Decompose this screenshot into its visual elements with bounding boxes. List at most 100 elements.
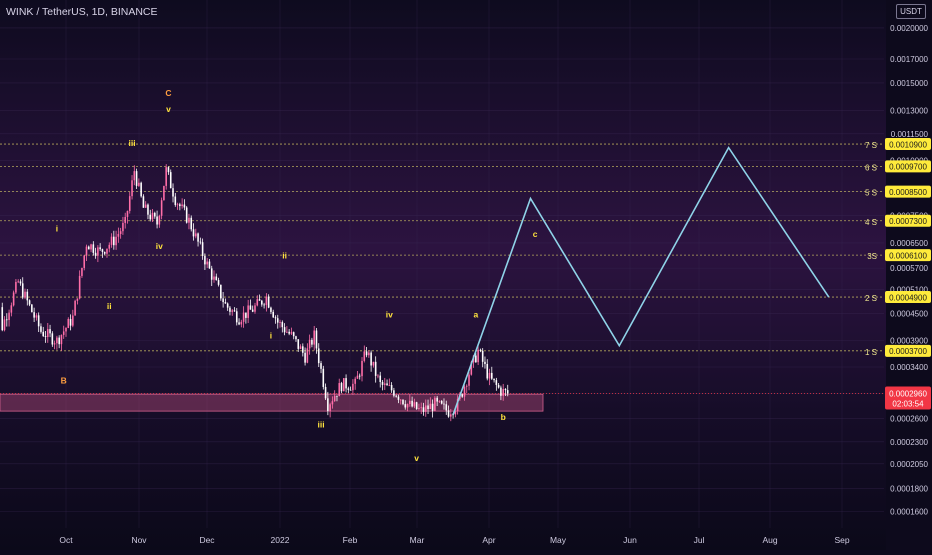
price-tick-label: 0.0005100 bbox=[890, 285, 928, 294]
price-axis: 0.0020000 0.0017000 0.0015000 0.0013000 0.00… bbox=[885, 0, 932, 550]
candle-body bbox=[167, 167, 170, 173]
candle-body bbox=[35, 315, 38, 318]
candle-body bbox=[188, 217, 190, 223]
candle-body bbox=[411, 400, 413, 407]
candle-body bbox=[242, 312, 245, 322]
wave-label: i bbox=[56, 224, 58, 234]
candle-body bbox=[251, 309, 254, 312]
currency-button[interactable]: USDT bbox=[896, 4, 926, 19]
wave-label: iv bbox=[386, 310, 393, 320]
candle-body bbox=[110, 236, 113, 245]
level-tag: 1 S bbox=[865, 348, 877, 357]
candle-body bbox=[126, 210, 129, 217]
price-tick-label: 0.0001600 bbox=[890, 507, 928, 516]
candle-body bbox=[3, 319, 6, 331]
candle-body bbox=[92, 244, 95, 253]
candle-body bbox=[128, 196, 131, 211]
candle-body bbox=[160, 200, 163, 216]
price-tick-label: 0.0002050 bbox=[890, 460, 928, 469]
candle-body bbox=[500, 387, 502, 396]
candle-body bbox=[420, 407, 423, 409]
candle-body bbox=[76, 298, 79, 301]
candle-body bbox=[265, 296, 268, 306]
candle-body bbox=[308, 339, 311, 349]
candle-body bbox=[413, 402, 416, 407]
candle-body bbox=[274, 317, 277, 319]
candle-body bbox=[87, 246, 90, 250]
candle-body bbox=[374, 361, 377, 376]
candle-body bbox=[288, 331, 290, 334]
wave-label: iii bbox=[128, 138, 135, 148]
candle-body bbox=[215, 276, 218, 281]
candle-body bbox=[17, 281, 19, 283]
candle-body bbox=[452, 414, 454, 416]
candle-body bbox=[67, 319, 70, 328]
candle-body bbox=[183, 204, 186, 208]
level-price-label: 0.0003700 bbox=[889, 347, 927, 356]
candle-body bbox=[261, 300, 263, 305]
time-tick-label: Apr bbox=[482, 535, 495, 545]
candle-body bbox=[479, 349, 482, 351]
candle-body bbox=[313, 330, 315, 345]
price-tick-label: 0.0002600 bbox=[890, 414, 928, 423]
candle-body bbox=[124, 216, 127, 223]
candle-body bbox=[434, 397, 436, 411]
candle-body bbox=[461, 394, 463, 397]
candle-body bbox=[24, 291, 26, 298]
candle-body bbox=[106, 248, 108, 254]
candle-body bbox=[192, 229, 195, 237]
candle-body bbox=[450, 414, 452, 417]
candle-body bbox=[33, 312, 35, 318]
candle-body bbox=[51, 333, 54, 345]
wave-label: c bbox=[533, 229, 538, 239]
candle-body bbox=[169, 172, 172, 189]
candle-body bbox=[72, 315, 74, 326]
candle-body bbox=[151, 212, 154, 220]
candle-body bbox=[113, 236, 115, 246]
candle-body bbox=[338, 383, 341, 397]
level-tag: 7 S bbox=[865, 141, 877, 150]
candle-body bbox=[320, 363, 322, 369]
candle-body bbox=[119, 231, 122, 234]
candle-body bbox=[108, 244, 111, 249]
level-tag: 5 S bbox=[865, 189, 877, 198]
candle-body bbox=[295, 336, 297, 340]
candle-body bbox=[37, 315, 40, 327]
candle-body bbox=[495, 380, 498, 385]
candle-body bbox=[429, 403, 432, 410]
candle-body bbox=[249, 305, 252, 310]
candles bbox=[1, 164, 509, 422]
candle-body bbox=[372, 361, 375, 366]
candle-body bbox=[224, 302, 227, 304]
countdown-label: 02:03:54 bbox=[892, 400, 924, 409]
projection-path bbox=[452, 146, 830, 415]
wave-label: B bbox=[61, 375, 67, 385]
price-tick-label: 0.0003900 bbox=[890, 337, 928, 346]
candle-body bbox=[90, 244, 92, 250]
candle-body bbox=[297, 339, 300, 349]
candle-body bbox=[383, 383, 386, 385]
time-tick-label: Dec bbox=[199, 535, 215, 545]
candle-body bbox=[210, 268, 213, 280]
wave-label: iv bbox=[156, 241, 163, 251]
candle-body bbox=[135, 171, 138, 186]
price-tick-label: 0.0006500 bbox=[890, 239, 928, 248]
level-price-label: 0.0010900 bbox=[889, 140, 927, 149]
level-price-badge bbox=[885, 291, 931, 304]
time-tick-label: 2022 bbox=[271, 535, 290, 545]
candle-body bbox=[454, 411, 457, 415]
candle-body bbox=[361, 360, 363, 377]
candle-body bbox=[506, 390, 509, 394]
candle-body bbox=[197, 233, 199, 242]
wave-label: C bbox=[165, 88, 171, 98]
candle-body bbox=[438, 400, 441, 402]
candle-body bbox=[144, 204, 147, 208]
wave-label: i bbox=[270, 330, 272, 340]
price-tick-label: 0.0004500 bbox=[890, 309, 928, 318]
candle-body bbox=[415, 402, 418, 410]
candle-body bbox=[176, 204, 179, 206]
candle-body bbox=[404, 404, 407, 408]
candle-body bbox=[468, 374, 470, 386]
candle-body bbox=[138, 182, 140, 186]
